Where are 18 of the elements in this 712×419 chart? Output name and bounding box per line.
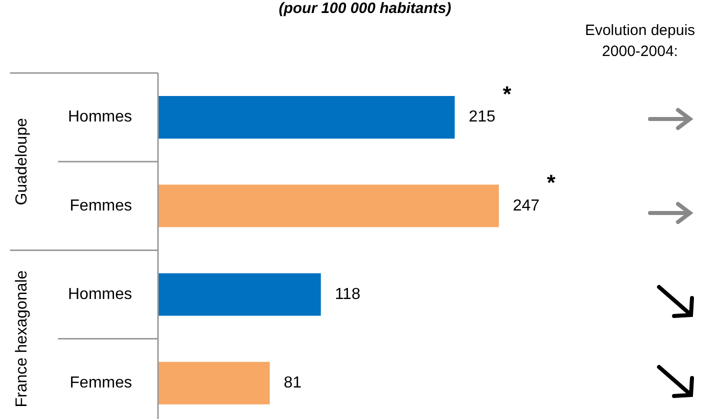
bar [158,362,270,404]
text: France hexagonale [13,270,30,408]
y-tick-label: Hommes [68,286,132,303]
annotation: * [502,81,512,106]
bar [158,273,321,316]
data-label: 215 [468,108,496,126]
text: Guadeloupe [13,118,30,206]
y-tick-label: Hommes [68,108,132,126]
data-label: 247 [512,197,540,214]
data-label: 81 [284,374,302,392]
bar [158,184,499,228]
annotation: * [546,170,556,195]
text: Evolution depuis 2000-2004: [584,21,696,62]
y-tick-label: Femmes [70,197,132,214]
chart-title: (pour 100 000 habitants) [278,0,452,17]
bar [158,96,455,139]
y-tick-label: Femmes [70,374,132,392]
data-label: 118 [334,286,360,303]
